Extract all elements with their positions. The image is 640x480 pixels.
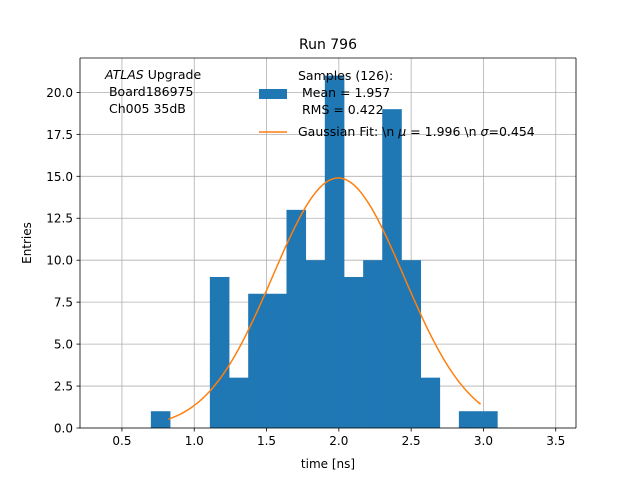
- x-tick-label: 0.5: [112, 434, 131, 448]
- gaussian-fit-curve: [167, 177, 482, 420]
- histogram-bars: [150, 75, 498, 428]
- x-axis-label: time [ns]: [301, 457, 355, 471]
- atlas-annotation-board: Board186975: [105, 84, 193, 99]
- axis-ticks: 0.5 1.0 1.5 2.0 2.5 3.0 3.5 0.0 2.5 5.0 7.5 10.0 12.…: [46, 86, 565, 448]
- legend-hist-line1: Samples (126):: [298, 68, 393, 83]
- legend-fit-mu: μ: [397, 124, 406, 139]
- y-tick-label: 10.0: [46, 254, 73, 268]
- legend-hist-line3: RMS = 0.422: [298, 102, 384, 117]
- histogram-bar: [150, 411, 171, 428]
- legend-fit-middle: = 1.996 \n: [406, 124, 480, 139]
- atlas-annotation-channel: Ch005 35dB: [105, 101, 186, 116]
- histogram-bar: [382, 109, 402, 428]
- histogram-bar: [286, 209, 307, 428]
- y-tick-label: 15.0: [46, 170, 73, 184]
- x-tick-label: 3.5: [546, 434, 565, 448]
- legend-fit-label: Gaussian Fit: \n μ = 1.996 \n σ=0.454: [298, 124, 535, 139]
- histogram-bar: [343, 276, 364, 428]
- legend-fit-sigma: σ: [481, 124, 490, 139]
- y-tick-label: 5.0: [54, 338, 73, 352]
- x-tick-label: 2.0: [329, 434, 348, 448]
- atlas-label: ATLAS: [104, 67, 144, 82]
- histogram-bar: [420, 377, 441, 428]
- histogram-bar: [305, 260, 326, 428]
- legend-fit-suffix: =0.454: [488, 124, 534, 139]
- histogram-bar: [324, 75, 345, 428]
- legend-fit-prefix: Gaussian Fit: \n: [298, 124, 398, 139]
- histogram-bar: [209, 276, 230, 428]
- legend-hist-line2: Mean = 1.957: [298, 85, 390, 100]
- legend: Samples (126): Mean = 1.957 RMS = 0.422 …: [259, 68, 535, 139]
- histogram-bar: [248, 293, 268, 428]
- y-tick-label: 20.0: [46, 86, 73, 100]
- chart-title: Run 796: [299, 37, 357, 53]
- legend-hist-swatch: [259, 89, 287, 99]
- histogram-bar: [478, 411, 498, 428]
- y-tick-label: 7.5: [54, 296, 73, 310]
- x-tick-label: 2.5: [402, 434, 421, 448]
- histogram-bar: [267, 293, 287, 428]
- upgrade-label: Upgrade: [144, 67, 202, 82]
- histogram-bar: [458, 411, 479, 428]
- x-tick-label: 1.0: [185, 434, 204, 448]
- y-tick-label: 0.0: [54, 422, 73, 436]
- histogram-bar: [228, 377, 249, 428]
- x-tick-label: 3.0: [474, 434, 493, 448]
- y-tick-label: 2.5: [54, 380, 73, 394]
- histogram-bar: [401, 260, 422, 428]
- x-tick-label: 1.5: [257, 434, 276, 448]
- y-axis-label: Entries: [20, 222, 34, 264]
- y-tick-label: 17.5: [46, 128, 73, 142]
- histogram-bar: [363, 260, 383, 428]
- atlas-annotation-line1: ATLAS Upgrade: [104, 67, 201, 82]
- y-tick-label: 12.5: [46, 212, 73, 226]
